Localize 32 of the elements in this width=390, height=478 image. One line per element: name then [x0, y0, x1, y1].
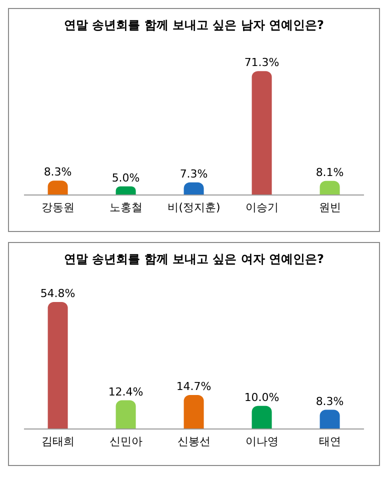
- bar: [320, 180, 340, 195]
- data-label: 54.8%: [40, 287, 76, 300]
- bar: [184, 182, 204, 195]
- bar: [48, 180, 68, 195]
- x-tick-label: 원빈: [319, 200, 341, 214]
- x-tick-label: 노홍철: [110, 200, 142, 214]
- chart-title: 연말 송년회를 함께 보내고 싶은 여자 연예인은?: [62, 251, 326, 268]
- bar: [252, 406, 272, 429]
- data-label: 8.1%: [316, 166, 344, 179]
- x-tick-label: 강동원: [42, 200, 74, 214]
- bar: [116, 400, 136, 429]
- data-label: 5.0%: [112, 171, 140, 184]
- x-tick-label: 태연: [319, 434, 341, 448]
- data-label: 8.3%: [44, 166, 72, 179]
- x-tick-label: 비(정지훈): [168, 200, 220, 214]
- x-tick-label: 이승기: [246, 200, 278, 214]
- data-label: 7.3%: [180, 167, 208, 180]
- bar: [320, 410, 340, 429]
- chart-title: 연말 송년회를 함께 보내고 싶은 남자 연예인은?: [62, 17, 326, 34]
- bar: [116, 186, 136, 195]
- data-label: 8.3%: [316, 394, 344, 408]
- data-label: 71.3%: [244, 56, 280, 70]
- data-label: 14.7%: [176, 380, 212, 393]
- bar: [48, 302, 68, 429]
- x-tick-label: 신민아: [110, 434, 142, 448]
- bar: [252, 71, 272, 195]
- x-tick-label: 김태희: [42, 434, 74, 448]
- bar: [184, 394, 204, 429]
- x-tick-label: 이나영: [246, 434, 278, 448]
- data-label: 12.4%: [108, 385, 144, 398]
- data-label: 10.0%: [244, 390, 280, 404]
- x-tick-label: 신봉선: [178, 434, 210, 448]
